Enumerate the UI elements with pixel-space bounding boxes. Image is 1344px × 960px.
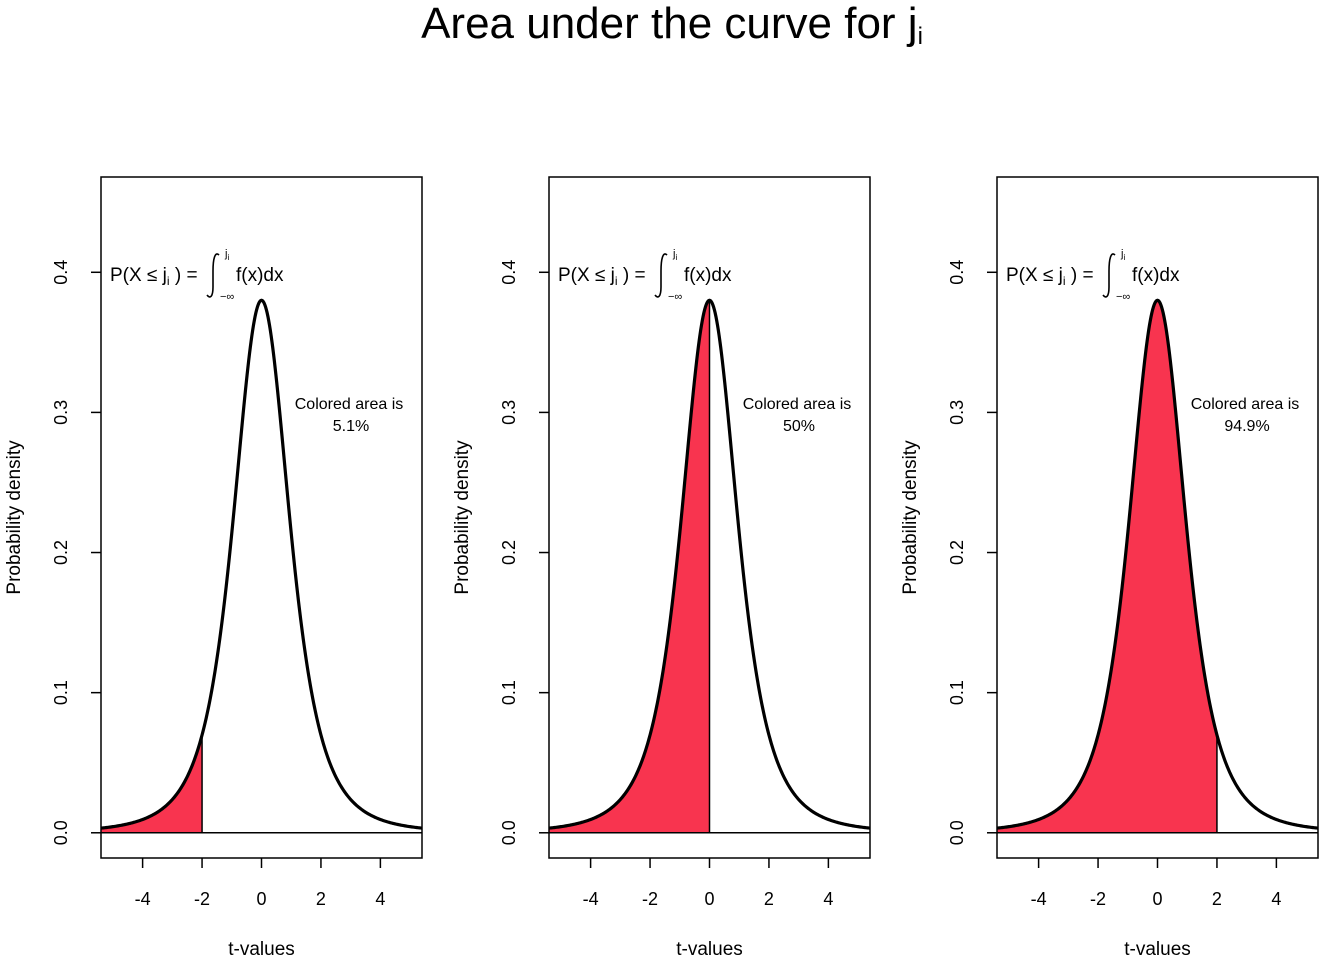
formula-integrand: f(x)dx	[236, 265, 284, 286]
chart-title-text: Area under the curve for j	[421, 0, 918, 48]
density-curve	[996, 298, 1319, 830]
y-tick-label: 0.4	[51, 260, 71, 285]
panel-1: -4 -2 0 2 4 0.0 0.1 0.2 0.3 0.4 t-values Probabilit…	[4, 176, 423, 960]
y-tick-label: 0.2	[947, 540, 967, 565]
y-tick-label: 0.4	[947, 260, 967, 285]
area-annotation-line2: 94.9%	[1224, 418, 1269, 435]
density-curve	[548, 298, 871, 830]
y-tick-label: 0.3	[499, 400, 519, 425]
y-axis-label: Probability density	[4, 440, 25, 595]
probability-formula: P(X ≤ ji ) = ji −∞f(x)dx	[110, 248, 284, 303]
y-tick-label: 0.4	[499, 260, 519, 285]
x-tick-label: -2	[642, 889, 658, 909]
probability-formula: P(X ≤ ji ) = ji −∞f(x)dx	[1006, 248, 1180, 303]
x-tick-label: 2	[316, 889, 326, 909]
y-tick-label: 0.3	[947, 400, 967, 425]
x-axis-label: t-values	[1124, 939, 1191, 960]
panel-2: -4 -2 0 2 4 0.0 0.1 0.2 0.3 0.4 t-values Probabilit…	[452, 176, 871, 960]
integral-upper-limit: ji	[224, 248, 229, 262]
integral-lower-limit: −∞	[668, 291, 682, 303]
formula-integrand: f(x)dx	[1132, 265, 1180, 286]
density-curve	[100, 298, 423, 830]
x-axis-label: t-values	[228, 939, 295, 960]
integral-upper-limit: ji	[1120, 248, 1125, 262]
y-tick-label: 0.0	[51, 820, 71, 845]
area-annotation-line1: Colored area is	[1191, 396, 1300, 413]
x-tick-label: -2	[194, 889, 210, 909]
y-tick-label: 0.1	[947, 680, 967, 705]
shaded-area	[997, 300, 1217, 833]
chart-title: Area under the curve for ji	[0, 0, 1344, 61]
y-tick-label: 0.0	[499, 820, 519, 845]
integral-upper-limit: ji	[672, 248, 677, 262]
area-annotation-line2: 5.1%	[333, 418, 369, 435]
x-tick-label: 0	[1152, 889, 1162, 909]
formula-lhs: P(X ≤ ji ) =	[110, 265, 198, 288]
integral-sign	[206, 253, 220, 298]
probability-formula: P(X ≤ ji ) = ji −∞f(x)dx	[558, 248, 732, 303]
x-tick-label: 4	[1271, 889, 1281, 909]
x-tick-label: 2	[1212, 889, 1222, 909]
y-tick-label: 0.1	[499, 680, 519, 705]
x-tick-label: 4	[823, 889, 833, 909]
formula-lhs: P(X ≤ ji ) =	[558, 265, 646, 288]
x-tick-label: 0	[256, 889, 266, 909]
y-tick-label: 0.0	[947, 820, 967, 845]
chart-title-subscript: i	[917, 23, 923, 50]
y-tick-label: 0.2	[499, 540, 519, 565]
panel-3: -4 -2 0 2 4 0.0 0.1 0.2 0.3 0.4 t-values Probabilit…	[900, 176, 1319, 960]
area-annotation-line1: Colored area is	[743, 396, 852, 413]
x-tick-label: 0	[704, 889, 714, 909]
y-tick-label: 0.1	[51, 680, 71, 705]
y-tick-label: 0.3	[51, 400, 71, 425]
formula-lhs: P(X ≤ ji ) =	[1006, 265, 1094, 288]
integral-lower-limit: −∞	[1116, 291, 1130, 303]
x-tick-label: -4	[583, 889, 599, 909]
area-annotation-line2: 50%	[783, 418, 815, 435]
y-axis-label: Probability density	[452, 440, 473, 595]
integral-sign	[654, 253, 668, 298]
formula-integrand: f(x)dx	[684, 265, 732, 286]
shaded-area	[549, 300, 710, 833]
x-tick-label: -4	[1031, 889, 1047, 909]
x-tick-label: -2	[1090, 889, 1106, 909]
x-tick-label: 2	[764, 889, 774, 909]
area-annotation-line1: Colored area is	[295, 396, 404, 413]
integral-lower-limit: −∞	[220, 291, 234, 303]
integral-sign	[1102, 253, 1116, 298]
x-tick-label: -4	[135, 889, 151, 909]
y-tick-label: 0.2	[51, 540, 71, 565]
x-axis-label: t-values	[676, 939, 743, 960]
y-axis-label: Probability density	[900, 440, 921, 595]
x-tick-label: 4	[375, 889, 385, 909]
shaded-area	[101, 734, 203, 833]
